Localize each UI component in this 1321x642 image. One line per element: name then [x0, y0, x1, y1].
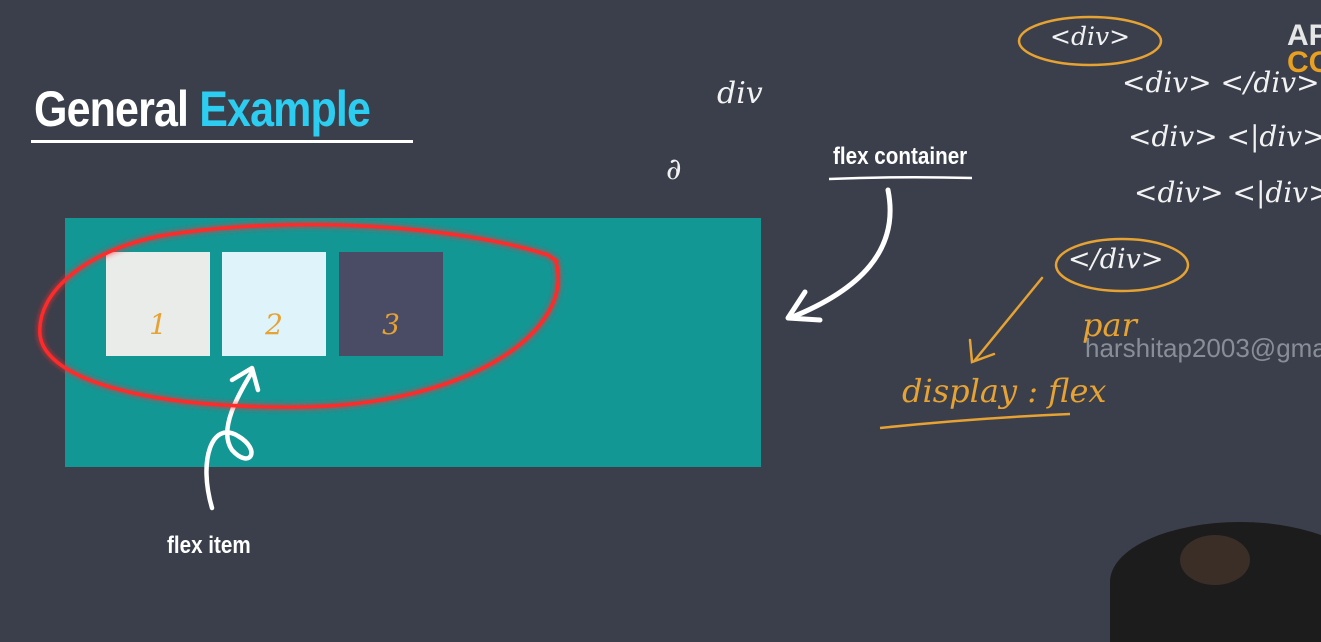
handwritten-div: div — [717, 76, 763, 111]
flex-item-2: 2 — [222, 252, 326, 356]
handwritten-div-close: </div> — [1068, 244, 1164, 275]
display-flex-underline — [879, 412, 1071, 430]
item-arrow-head — [229, 365, 261, 393]
item-number-3: 3 — [382, 308, 400, 341]
title-underline — [31, 140, 413, 143]
flex-container-label: flex container — [833, 143, 968, 170]
flex-container-underline — [828, 175, 973, 181]
div-open-circle — [1017, 15, 1163, 67]
handwritten-div-pair-2: <div> <|div> — [1128, 120, 1321, 153]
handwritten-tick: ∂ — [666, 152, 682, 187]
title-plain: General — [34, 81, 189, 137]
annotation-drawings — [38, 15, 1190, 511]
slide-title: General Example — [34, 80, 371, 138]
container-arrow — [787, 187, 893, 321]
flex-item-3: 3 — [339, 252, 443, 356]
webcam-face — [1180, 535, 1250, 585]
handwritten-div-open: <div> — [1050, 22, 1131, 51]
handwritten-div-pair-3: <div> <|div> — [1134, 176, 1321, 209]
brand-line-1: AP — [1287, 19, 1321, 52]
flex-item-label: flex item — [167, 532, 251, 559]
flex-item-1: 1 — [106, 252, 210, 356]
orange-arrow-head — [968, 338, 996, 364]
brand-logo: AP COL — [1287, 19, 1321, 79]
orange-arrow — [973, 276, 1044, 362]
div-close-circle — [1054, 237, 1190, 293]
title-accent: Example — [199, 81, 371, 137]
handwritten-display-flex: display : flex — [902, 372, 1107, 410]
item-arrow — [204, 369, 255, 511]
container-arrow-head — [785, 289, 823, 323]
highlight-ellipse — [38, 222, 560, 409]
watermark-email: harshitap2003@gma — [1085, 333, 1321, 363]
brand-line-2: COL — [1287, 46, 1321, 79]
item-number-2: 2 — [265, 308, 283, 341]
handwritten-div-pair-1: <div> </div> — [1122, 66, 1320, 99]
handwritten-par: par — [1082, 306, 1137, 344]
item-number-1: 1 — [149, 308, 167, 341]
